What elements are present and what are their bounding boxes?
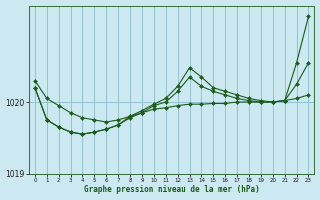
- X-axis label: Graphe pression niveau de la mer (hPa): Graphe pression niveau de la mer (hPa): [84, 185, 260, 194]
